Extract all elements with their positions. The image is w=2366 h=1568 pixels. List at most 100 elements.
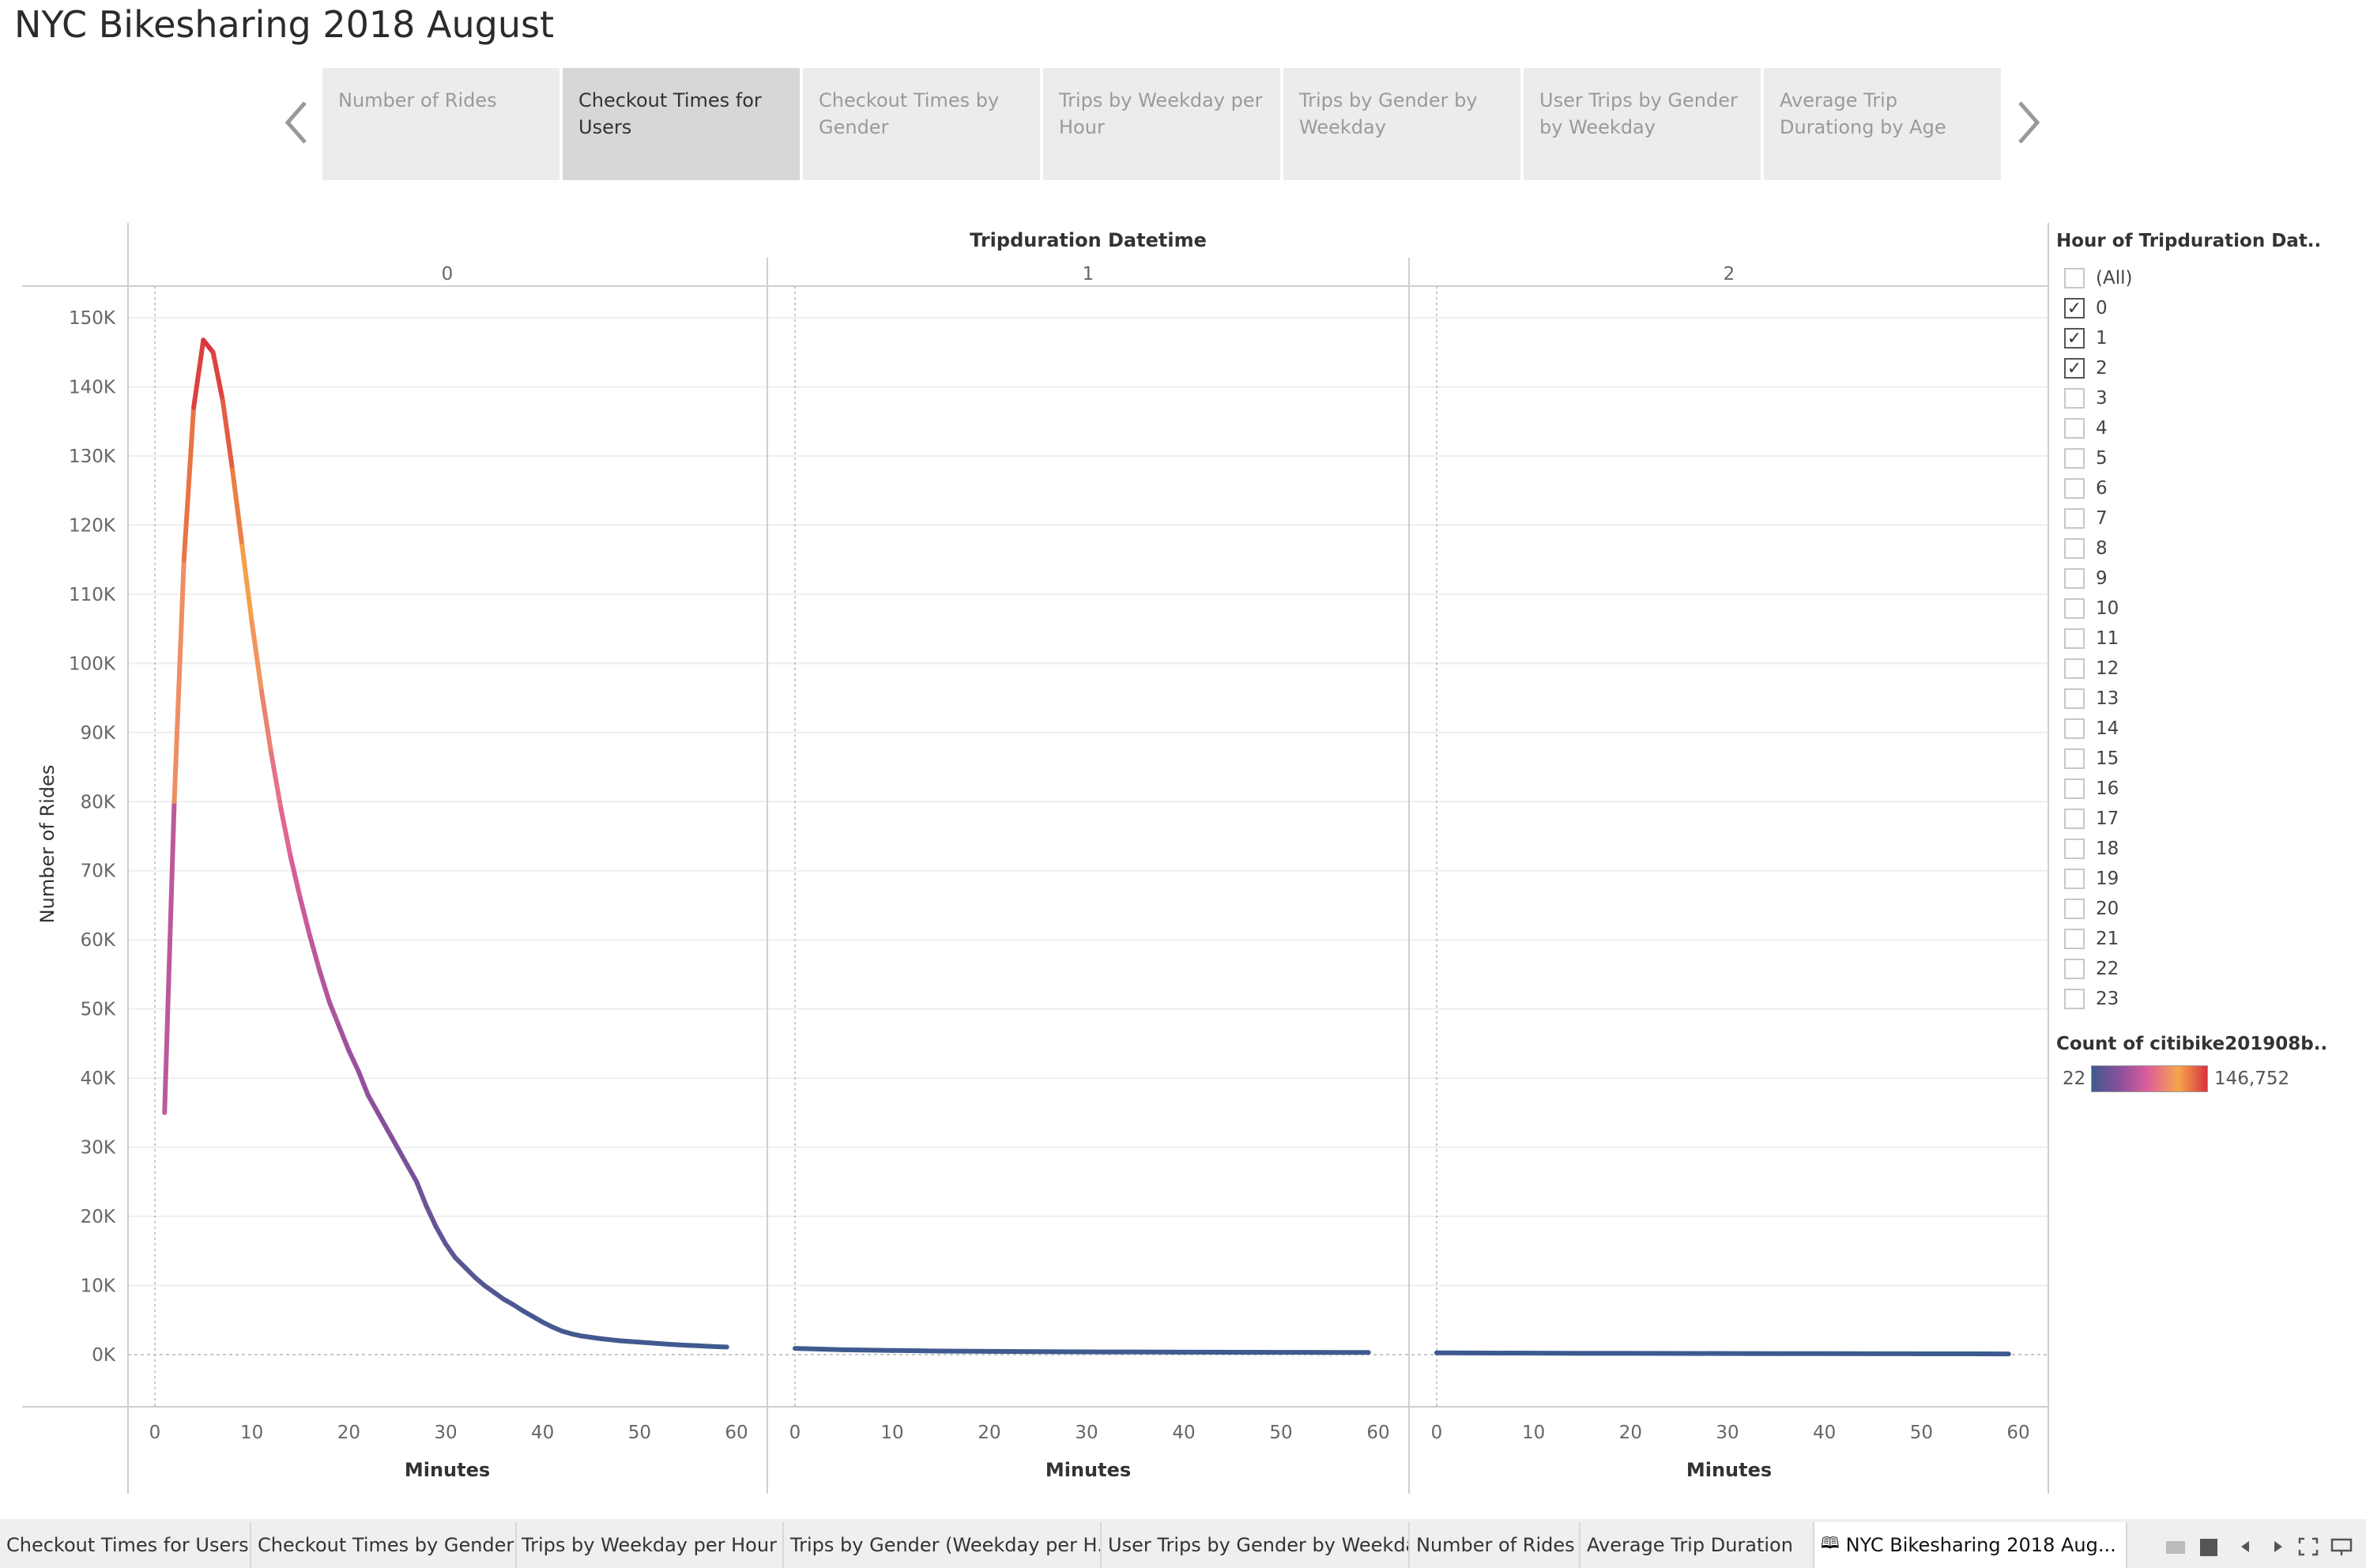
filter-item[interactable]: 21	[2064, 925, 2119, 953]
filter-item[interactable]: ✓ 2	[2064, 354, 2108, 383]
checkbox-icon[interactable]	[2064, 448, 2085, 469]
sheet-tab[interactable]: Trips by Gender (Weekday per H...	[784, 1522, 1102, 1568]
y-tick-label: 60K	[81, 930, 116, 951]
presentation-icon[interactable]	[2197, 1536, 2221, 1557]
checkbox-icon[interactable]	[2064, 268, 2085, 288]
checkbox-icon[interactable]	[2064, 869, 2085, 889]
series-line-segment	[288, 854, 303, 901]
x-tick-label: 10	[240, 1423, 263, 1443]
series-line-segment	[269, 751, 284, 812]
panel-header-label: 2	[1724, 264, 1735, 285]
y-tick-label: 150K	[69, 308, 116, 329]
next-icon[interactable]	[2266, 1536, 2290, 1557]
checkbox-checked-icon[interactable]: ✓	[2064, 298, 2085, 318]
checkbox-icon[interactable]	[2064, 929, 2085, 949]
sheet-tab[interactable]: Trips by Weekday per Hour	[515, 1522, 784, 1568]
filter-item[interactable]: 11	[2064, 624, 2119, 653]
filter-item-label: 15	[2096, 748, 2119, 769]
filter-item-label: 14	[2096, 718, 2119, 739]
prev-icon[interactable]	[2233, 1536, 2257, 1557]
filter-item[interactable]: 9	[2064, 564, 2108, 593]
filter-item[interactable]: ✓ 0	[2064, 294, 2108, 322]
story-point-3[interactable]: Checkout Times by Gender	[803, 68, 1040, 180]
checkbox-icon[interactable]	[2064, 658, 2085, 679]
checkbox-icon[interactable]	[2064, 598, 2085, 619]
story-point-2[interactable]: Checkout Times for Users	[563, 68, 800, 180]
filter-item[interactable]: 17	[2064, 805, 2119, 833]
story-point-1[interactable]: Number of Rides	[322, 68, 559, 180]
filter-item-label: (All)	[2096, 268, 2133, 288]
filter-item[interactable]: 14	[2064, 714, 2119, 743]
filter-item-label: 5	[2096, 448, 2108, 469]
filter-item-label: 19	[2096, 869, 2119, 889]
checkbox-icon[interactable]	[2064, 508, 2085, 529]
checkbox-icon[interactable]	[2064, 808, 2085, 829]
filter-item[interactable]: 23	[2064, 985, 2119, 1013]
sheet-tab-label: User Trips by Gender by Weekday	[1108, 1534, 1410, 1556]
sheet-tab[interactable]: Average Trip Duration	[1580, 1522, 1814, 1568]
x-tick-label: 0	[789, 1423, 801, 1443]
sheet-tab[interactable]: Number of Rides	[1410, 1522, 1580, 1568]
fullscreen-icon[interactable]	[2296, 1536, 2320, 1557]
series-line-segment	[201, 337, 216, 355]
series-line-segment	[326, 999, 342, 1029]
checkbox-icon[interactable]	[2064, 748, 2085, 769]
filter-item[interactable]: 22	[2064, 955, 2119, 983]
story-point-4[interactable]: Trips by Weekday per Hour	[1043, 68, 1280, 180]
sheet-tab[interactable]: User Trips by Gender by Weekday	[1102, 1522, 1410, 1568]
story-prev-arrow-icon[interactable]	[278, 95, 318, 150]
series-line-segment	[249, 619, 264, 694]
checkbox-icon[interactable]	[2064, 478, 2085, 499]
story-next-arrow-icon[interactable]	[2009, 95, 2048, 150]
filter-item[interactable]: ✓ 1	[2064, 324, 2108, 352]
filter-item[interactable]: (All)	[2064, 264, 2132, 292]
checkbox-icon[interactable]	[2064, 778, 2085, 799]
checkbox-icon[interactable]	[2064, 839, 2085, 859]
checkbox-icon[interactable]	[2064, 568, 2085, 589]
filter-item[interactable]: 16	[2064, 775, 2119, 803]
x-tick-label: 10	[880, 1423, 903, 1443]
sheet-tab[interactable]: Checkout Times for Users	[0, 1522, 251, 1568]
filter-item[interactable]: 13	[2064, 684, 2119, 713]
filter-item[interactable]: 20	[2064, 895, 2119, 923]
series-line-segment	[385, 1127, 400, 1150]
checkbox-icon[interactable]	[2064, 688, 2085, 709]
story-point-7[interactable]: Average Trip Durationg by Age	[1764, 68, 2001, 180]
grid-view-icon[interactable]	[2164, 1536, 2187, 1557]
story-point-5[interactable]: Trips by Gender by Weekday	[1283, 68, 1520, 180]
filter-item[interactable]: 5	[2064, 444, 2108, 473]
checkbox-icon[interactable]	[2064, 959, 2085, 979]
checkbox-icon[interactable]	[2064, 718, 2085, 739]
filter-item[interactable]: 19	[2064, 865, 2119, 893]
checkbox-icon[interactable]	[2064, 989, 2085, 1009]
filter-item[interactable]: 10	[2064, 594, 2119, 623]
filter-item[interactable]: 18	[2064, 835, 2119, 863]
filter-item[interactable]: 15	[2064, 744, 2119, 773]
y-tick-label: 90K	[81, 723, 116, 744]
filter-item[interactable]: 12	[2064, 654, 2119, 683]
filter-item[interactable]: 3	[2064, 384, 2108, 413]
checkbox-icon[interactable]	[2064, 899, 2085, 919]
filter-item[interactable]: 8	[2064, 534, 2108, 563]
story-point-6[interactable]: User Trips by Gender by Weekday	[1524, 68, 1761, 180]
sheet-tab-label: NYC Bikesharing 2018 Aug...	[1845, 1534, 2116, 1556]
checkbox-checked-icon[interactable]: ✓	[2064, 358, 2085, 379]
filter-item[interactable]: 6	[2064, 474, 2108, 503]
filter-item[interactable]: 4	[2064, 414, 2108, 443]
filter-item-label: 21	[2096, 929, 2119, 949]
y-tick-label: 0K	[92, 1345, 116, 1366]
checkbox-icon[interactable]	[2064, 388, 2085, 409]
series-line-segment	[298, 895, 313, 939]
series-line-segment	[191, 337, 206, 410]
checkbox-checked-icon[interactable]: ✓	[2064, 328, 2085, 349]
device-icon[interactable]	[2330, 1536, 2353, 1557]
series-line-segment	[210, 349, 225, 403]
sheet-tab[interactable]: 🕮 NYC Bikesharing 2018 Aug...	[1814, 1522, 2127, 1568]
checkbox-icon[interactable]	[2064, 418, 2085, 439]
checkbox-icon[interactable]	[2064, 538, 2085, 559]
checkbox-icon[interactable]	[2064, 628, 2085, 649]
series-line-segment	[424, 1203, 439, 1230]
series-line-segment	[841, 1347, 895, 1353]
filter-item[interactable]: 7	[2064, 504, 2108, 533]
sheet-tab[interactable]: Checkout Times by Gender	[251, 1522, 517, 1568]
